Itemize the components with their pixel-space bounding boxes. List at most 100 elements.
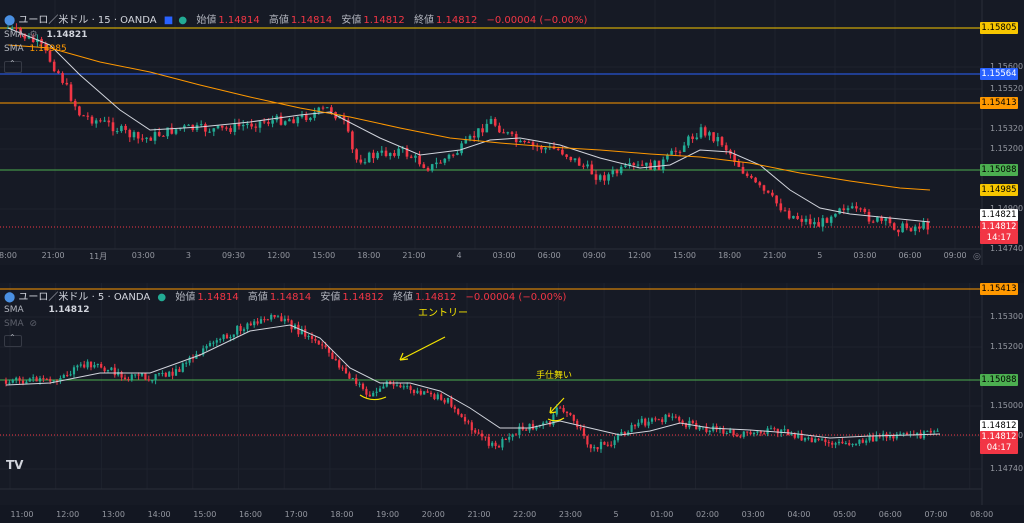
candle-body — [368, 394, 371, 397]
flag-icon[interactable]: ■ — [163, 15, 174, 26]
candle-body — [266, 319, 269, 321]
time-tick: 20:00 — [421, 510, 445, 519]
candle-body — [810, 437, 813, 443]
tradingview-logo[interactable]: TV — [6, 458, 24, 472]
candle-body — [225, 334, 229, 339]
candle-body — [590, 164, 594, 175]
candle-body — [593, 447, 596, 449]
candle-body — [355, 149, 358, 160]
candle-body — [527, 142, 531, 144]
candle-body — [481, 128, 484, 133]
last-price-label: 1.14812 — [980, 431, 1018, 443]
candle-body — [317, 340, 320, 345]
goto-realtime-icon[interactable]: ◎ — [973, 252, 981, 262]
chart-pane-15min[interactable]: ⬤ ユーロ／米ドル · 15 · OANDA ■ ● 始値 1.14814 高値 1… — [0, 0, 1024, 265]
candle-body — [229, 128, 232, 132]
chart-pane-5min[interactable]: ⬤ ユーロ／米ドル · 5 · OANDA ● 始値 1.14814 高値 1.14… — [0, 283, 1024, 505]
candle-body — [239, 325, 242, 331]
candle-body — [258, 121, 262, 128]
candle-body — [447, 154, 451, 159]
candle-body — [647, 421, 650, 426]
candle-body — [120, 372, 123, 378]
candle-body — [708, 430, 711, 432]
candle-body — [501, 438, 504, 448]
candle-body — [168, 371, 171, 377]
candle-body — [237, 123, 241, 127]
candle-body — [611, 170, 615, 175]
candle-body — [144, 373, 147, 380]
candle-body — [406, 386, 409, 388]
candle-body — [851, 444, 854, 446]
candle-body — [422, 164, 426, 168]
level-price-label: 1.15805 — [980, 22, 1018, 34]
chart-canvas-15min[interactable] — [0, 0, 1024, 265]
candle-body — [775, 195, 778, 204]
symbol-title[interactable]: ユーロ／米ドル · 5 · OANDA — [18, 292, 151, 303]
candle-body — [698, 426, 701, 430]
price-tick: 1.14900 — [990, 204, 1023, 213]
candle-body — [103, 367, 106, 372]
candle-body — [848, 443, 851, 445]
annotation-close[interactable]: 手仕舞い — [536, 371, 573, 381]
candle-body — [817, 438, 820, 440]
candle-body — [57, 71, 60, 74]
indicator-sma-2[interactable]: SMA 1.14985 — [4, 44, 67, 54]
candle-body — [664, 414, 667, 423]
indicator-sma-1[interactable]: SMA ⚙ 1.14821 — [4, 30, 87, 40]
candle-body — [871, 436, 875, 442]
candle-body — [253, 321, 256, 326]
candle-body — [128, 129, 132, 138]
candle-body — [153, 132, 157, 141]
chevron-up-icon: ⌃ — [9, 333, 16, 342]
sma-line — [5, 324, 941, 439]
settings-icon[interactable]: ⚙ — [29, 30, 38, 40]
candle-body — [615, 170, 619, 174]
candle-body — [613, 440, 616, 446]
candle-body — [780, 429, 783, 434]
candle-body — [681, 420, 684, 423]
collapse-legend-button[interactable]: ⌃ — [4, 59, 22, 73]
candle-body — [61, 73, 64, 83]
candle-body — [926, 430, 929, 432]
candle-body — [271, 120, 274, 124]
time-tick: 11月 — [89, 252, 108, 261]
candle-body — [115, 131, 119, 133]
hidden-eye-icon[interactable]: ⊘ — [29, 319, 38, 329]
candle-body — [484, 436, 487, 438]
candle-body — [739, 436, 742, 438]
indicator-sma-2[interactable]: SMA ⊘ — [4, 319, 37, 329]
candle-body — [630, 425, 633, 432]
candle-body — [624, 165, 627, 167]
candle-body — [724, 145, 728, 151]
candle-body — [752, 432, 756, 435]
candle-body — [287, 318, 290, 321]
time-tick: 22:00 — [513, 510, 537, 519]
candle-body — [720, 137, 724, 146]
symbol-icon[interactable]: ⬤ — [4, 15, 16, 26]
candle-body — [746, 431, 749, 433]
candle-body — [296, 117, 300, 124]
candle-body — [393, 153, 396, 156]
annotation-entry[interactable]: エントリー — [418, 308, 468, 319]
candle-body — [212, 128, 216, 132]
time-tick: 21:00 — [763, 251, 787, 260]
symbol-icon[interactable]: ⬤ — [4, 292, 16, 303]
candle-body — [262, 121, 266, 123]
price-tick: 1.14740 — [990, 244, 1024, 253]
candle-body — [341, 367, 344, 369]
price-tick: 1.15520 — [990, 84, 1024, 93]
candle-body — [219, 339, 222, 341]
candle-body — [813, 222, 816, 225]
candle-body — [640, 164, 644, 166]
collapse-legend-button[interactable]: ⌃ — [4, 333, 22, 347]
candle-body — [65, 82, 69, 85]
indicator-sma-1[interactable]: SMA 1.14812 — [4, 305, 90, 315]
candle-body — [388, 153, 392, 157]
time-tick: 05:00 — [833, 510, 857, 519]
candle-body — [508, 437, 511, 440]
candle-body — [472, 135, 476, 138]
symbol-title[interactable]: ユーロ／米ドル · 15 · OANDA — [18, 15, 157, 26]
candle-body — [185, 362, 188, 364]
chart-canvas-5min[interactable] — [0, 283, 1024, 505]
candle-body — [653, 160, 657, 170]
